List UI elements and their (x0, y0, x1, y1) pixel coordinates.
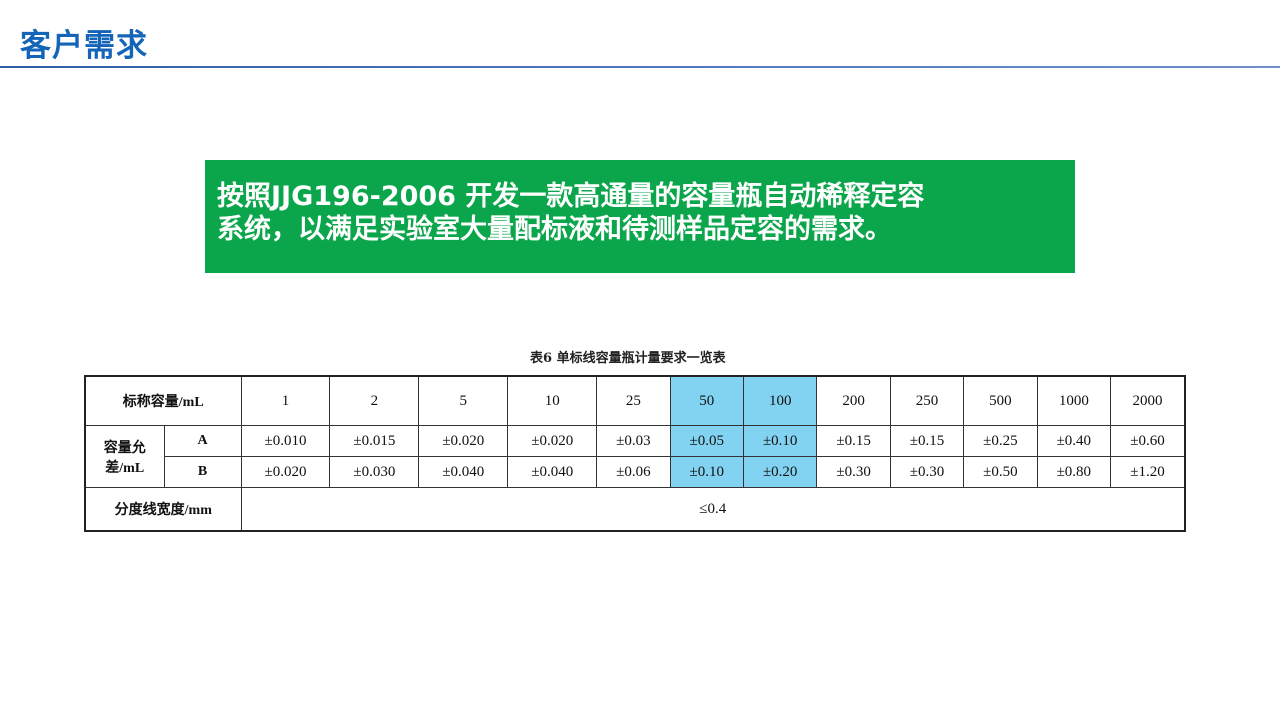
title-divider (0, 66, 1280, 68)
class-a-cell: ±0.010 (240, 425, 331, 457)
capacity-cell: 2 (329, 375, 420, 426)
capacity-cell: 25 (596, 375, 671, 426)
capacity-cell: 1 (240, 375, 331, 426)
requirement-banner: 按照JJG196-2006 开发一款高通量的容量瓶自动稀释定容 系统，以满足实验… (205, 160, 1075, 273)
table-row-line-width: 分度线宽度/mm ≤0.4 (84, 487, 1186, 532)
class-a-cell: ±0.03 (596, 425, 671, 457)
class-b-cell: ±0.10 (669, 456, 745, 488)
class-b-cell: ±0.30 (889, 456, 965, 488)
table-row-class-a: 容量允 差/mL A ±0.010 ±0.015 ±0.020 ±0.020 ±0.03… (84, 425, 1186, 488)
tolerance-label: 容量允 差/mL (84, 425, 165, 488)
class-a-cell: ±0.020 (418, 425, 509, 457)
capacity-cell: 500 (963, 375, 1038, 426)
nominal-capacity-label: 标称容量/mL (84, 375, 242, 426)
class-b-cell: ±1.20 (1110, 456, 1186, 488)
capacity-cell: 250 (889, 375, 965, 426)
tolerance-label-line-1: 容量允 (103, 440, 146, 456)
class-b-cell: ±0.06 (596, 456, 671, 488)
capacity-cell: 50 (669, 375, 745, 426)
requirements-table: 标称容量/mL 1 2 5 10 25 50 100 200 250 500 1000 2000 容量… (84, 375, 1186, 532)
class-a-cell: ±0.015 (329, 425, 420, 457)
class-a-cell: ±0.05 (669, 425, 745, 457)
banner-line-1: 按照JJG196-2006 开发一款高通量的容量瓶自动稀释定容 (217, 181, 925, 212)
tolerance-label-line-2: 差/mL (105, 460, 145, 476)
class-a-cell: ±0.10 (742, 425, 818, 457)
class-a-cell: ±0.25 (963, 425, 1038, 457)
capacity-cell: 5 (418, 375, 509, 426)
class-a-cell: ±0.15 (816, 425, 891, 457)
class-b-cell: ±0.80 (1036, 456, 1112, 488)
capacity-cell: 10 (507, 375, 598, 426)
class-b-cell: ±0.20 (742, 456, 818, 488)
class-a-label: A (163, 425, 242, 457)
capacity-cell: 100 (742, 375, 818, 426)
class-b-cell: ±0.50 (963, 456, 1038, 488)
class-b-label: B (163, 456, 242, 488)
table-row-capacity: 标称容量/mL 1 2 5 10 25 50 100 200 250 500 1000 2000 (84, 375, 1186, 426)
class-b-cell: ±0.040 (418, 456, 509, 488)
class-b-cell: ±0.030 (329, 456, 420, 488)
table-caption: 表6 单标线容量瓶计量要求一览表 (530, 351, 726, 366)
class-b-cell: ±0.020 (240, 456, 331, 488)
class-b-cell: ±0.040 (507, 456, 598, 488)
page-title: 客户需求 (20, 28, 148, 64)
line-width-label: 分度线宽度/mm (84, 487, 242, 532)
class-a-cell: ±0.40 (1036, 425, 1112, 457)
capacity-cell: 2000 (1110, 375, 1186, 426)
class-a-cell: ±0.020 (507, 425, 598, 457)
class-a-cell: ±0.15 (889, 425, 965, 457)
banner-line-2: 系统，以满足实验室大量配标液和待测样品定容的需求。 (217, 214, 892, 245)
line-width-value: ≤0.4 (240, 487, 1186, 532)
class-a-cell: ±0.60 (1110, 425, 1186, 457)
table-row-class-b: B ±0.020 ±0.030 ±0.040 ±0.040 ±0.06 ±0.10 ±0.2… (85, 456, 1186, 488)
capacity-cell: 200 (816, 375, 891, 426)
class-b-cell: ±0.30 (816, 456, 891, 488)
capacity-cell: 1000 (1036, 375, 1112, 426)
